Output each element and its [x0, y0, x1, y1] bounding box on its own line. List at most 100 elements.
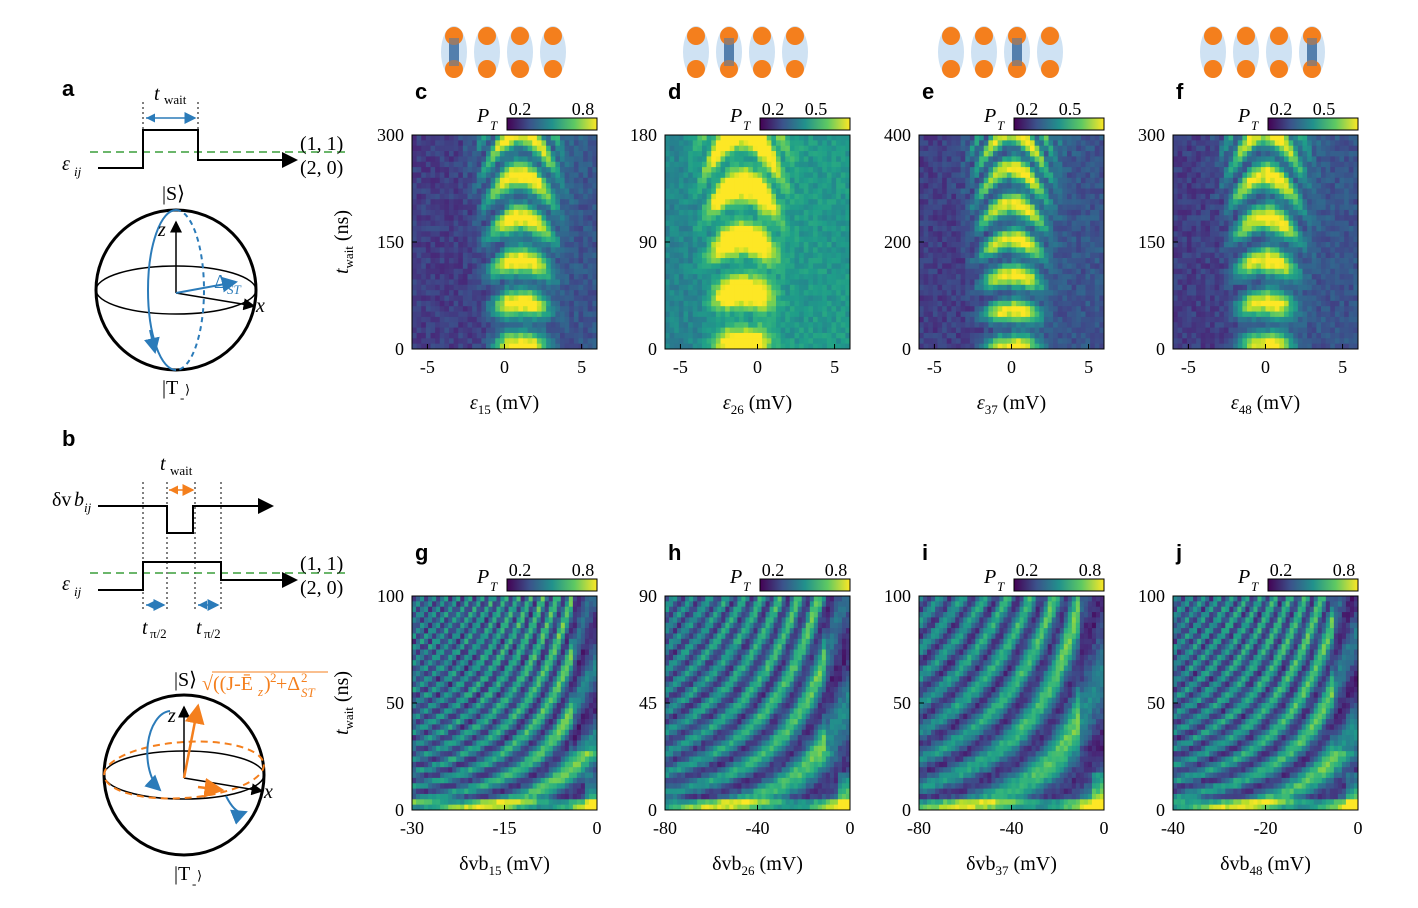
heatmap-cell: [748, 306, 754, 312]
heatmap-cell: [956, 247, 962, 254]
heatmap-cell: [430, 306, 436, 312]
delta-a: Δ: [214, 271, 227, 293]
heatmap-cell: [518, 338, 524, 345]
heatmap-cell: [1076, 140, 1082, 147]
heatmap-cell: [942, 172, 948, 179]
heatmap-cell: [725, 263, 731, 270]
heatmap-cell: [979, 167, 985, 173]
heatmap-cell: [527, 236, 533, 243]
heatmap-cell: [1048, 284, 1054, 291]
heatmap-cell: [472, 161, 478, 168]
heatmap-cell: [1080, 332, 1086, 339]
heatmap-cell: [993, 225, 999, 232]
heatmap-cell: [527, 316, 533, 323]
heatmap-cell: [486, 151, 492, 157]
heatmap-cell: [495, 284, 501, 291]
heatmap-cell: [1094, 231, 1100, 238]
heatmap-cell: [766, 204, 772, 211]
heatmap-cell: [1016, 327, 1022, 334]
heatmap-cell: [1062, 268, 1068, 275]
heatmap-cell: [757, 215, 763, 221]
heatmap-cell: [425, 332, 431, 339]
heatmap-cell: [739, 220, 745, 227]
heatmap-cell: [495, 177, 501, 184]
heatmap-cell: [794, 290, 800, 296]
heatmap-cell: [757, 300, 763, 307]
heatmap-cell: [569, 300, 575, 307]
heatmap-cell: [453, 236, 459, 243]
heatmap-cell: [720, 151, 726, 157]
heatmap-cell: [1173, 279, 1179, 286]
heatmap-cell: [794, 252, 800, 259]
heatmap-cell: [453, 343, 459, 350]
heatmap-cell: [789, 252, 795, 259]
heatmap-cell: [674, 156, 680, 163]
heatmap-cell: [490, 284, 496, 291]
heatmap-cell: [458, 188, 464, 195]
heatmap-cell: [725, 290, 731, 296]
heatmap-cell: [702, 183, 708, 189]
heatmap-cell: [513, 188, 519, 195]
heatmap-cell: [715, 284, 721, 291]
heatmap-cell: [808, 263, 814, 270]
heatmap-cell: [550, 343, 556, 350]
heatmap-cell: [826, 274, 832, 280]
heatmap-cell: [509, 242, 515, 248]
heatmap-cell: [997, 332, 1003, 339]
heatmap-cell: [504, 231, 510, 238]
heatmap-cell: [1053, 220, 1059, 227]
heatmap-cell: [965, 332, 971, 339]
heatmap-cell: [1085, 183, 1091, 189]
heatmap-cell: [1020, 300, 1026, 307]
heatmap-cell: [831, 145, 837, 152]
heatmap-cell: [499, 145, 505, 152]
heatmap-cell: [1034, 295, 1040, 302]
heatmap-cell: [937, 225, 943, 232]
heatmap-cell: [555, 151, 561, 157]
heatmap-cell: [928, 274, 934, 280]
heatmap-cell: [564, 151, 570, 157]
heatmap-cell: [444, 332, 450, 339]
heatmap-cell: [1016, 188, 1022, 195]
heatmap-cell: [803, 231, 809, 238]
heatmap-cell: [472, 204, 478, 211]
heatmap-cell: [481, 215, 487, 221]
heatmap-cell: [462, 306, 468, 312]
heatmap-cell: [813, 231, 819, 238]
heatmap-cell: [555, 295, 561, 302]
heatmap-cell: [564, 220, 570, 227]
heatmap-cell: [560, 268, 566, 275]
heatmap-cell: [951, 193, 957, 200]
heatmap-cell: [467, 279, 473, 286]
heatmap-cell: [785, 220, 791, 227]
heatmap-cell: [739, 151, 745, 157]
heatmap-cell: [988, 311, 994, 318]
heatmap-cell: [458, 343, 464, 350]
heatmap-cell: [453, 188, 459, 195]
state-20-b: (2, 0): [300, 577, 343, 599]
heatmap-cell: [592, 242, 598, 248]
heatmap-cell: [527, 172, 533, 179]
heatmap-cell: [845, 284, 851, 291]
heatmap-cell: [979, 332, 985, 339]
heatmap-cell: [1080, 177, 1086, 184]
formula-mid: ): [264, 673, 271, 695]
heatmap-cell: [532, 284, 538, 291]
heatmap-cell: [1085, 311, 1091, 318]
heatmap-cell: [757, 316, 763, 323]
heatmap-cell: [509, 231, 515, 238]
heatmap-cell: [504, 247, 510, 254]
heatmap-cell: [951, 156, 957, 163]
heatmap-cell: [928, 151, 934, 157]
heatmap-cell: [569, 177, 575, 184]
heatmap-cell: [688, 338, 694, 345]
heatmap-cell: [932, 316, 938, 323]
heatmap-cell: [1016, 209, 1022, 216]
heatmap-cell: [1053, 263, 1059, 270]
heatmap-cell: [706, 177, 712, 184]
heatmap-cell: [1006, 258, 1012, 264]
heatmap-cell: [928, 225, 934, 232]
heatmap-cell: [587, 135, 593, 141]
heatmap-cell: [794, 135, 800, 141]
heatmap-cell: [587, 252, 593, 259]
